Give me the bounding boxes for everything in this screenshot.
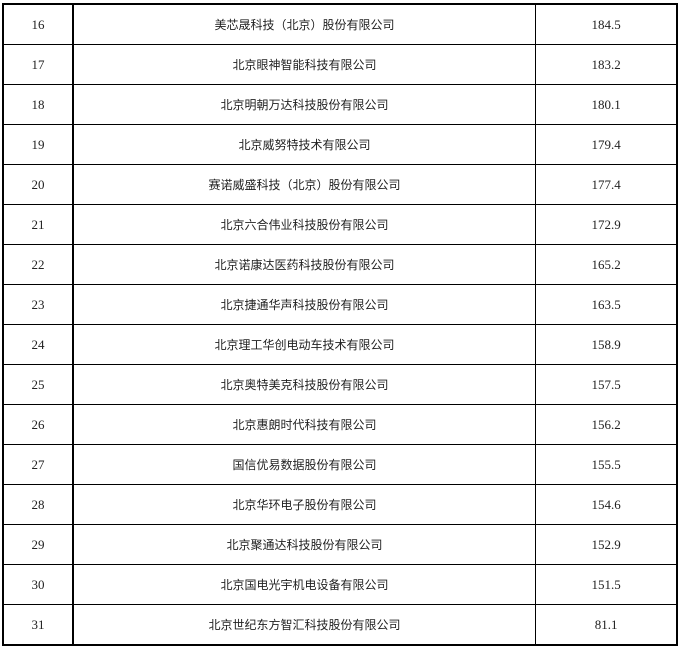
table-row: 23 北京捷通华声科技股份有限公司 163.5: [2, 284, 679, 325]
table-row: 26 北京惠朗时代科技有限公司 156.2: [2, 404, 679, 445]
value-cell: 163.5: [535, 284, 679, 325]
value-cell: 154.6: [535, 484, 679, 525]
table-body: 16 美芯晟科技（北京）股份有限公司 184.5 17 北京眼神智能科技有限公司 183.…: [2, 3, 679, 646]
company-name: 北京明朝万达科技股份有限公司: [72, 84, 537, 125]
company-name: 北京聚通达科技股份有限公司: [72, 524, 537, 565]
company-name: 国信优易数据股份有限公司: [72, 444, 537, 485]
company-name: 北京眼神智能科技有限公司: [72, 44, 537, 85]
value-cell: 179.4: [535, 124, 679, 165]
table-row: 22 北京诺康达医药科技股份有限公司 165.2: [2, 244, 679, 285]
row-number: 19: [2, 124, 74, 165]
row-number: 23: [2, 284, 74, 325]
value-cell: 177.4: [535, 164, 679, 205]
row-number: 24: [2, 324, 74, 365]
value-cell: 183.2: [535, 44, 679, 85]
row-number: 16: [2, 3, 74, 45]
company-name: 北京国电光宇机电设备有限公司: [72, 564, 537, 605]
value-cell: 156.2: [535, 404, 679, 445]
table-row: 25 北京奥特美克科技股份有限公司 157.5: [2, 364, 679, 405]
row-number: 30: [2, 564, 74, 605]
company-name: 北京威努特技术有限公司: [72, 124, 537, 165]
table-row: 27 国信优易数据股份有限公司 155.5: [2, 444, 679, 485]
row-number: 17: [2, 44, 74, 85]
value-cell: 180.1: [535, 84, 679, 125]
table-row: 30 北京国电光宇机电设备有限公司 151.5: [2, 564, 679, 605]
value-cell: 155.5: [535, 444, 679, 485]
row-number: 29: [2, 524, 74, 565]
value-cell: 184.5: [535, 3, 679, 45]
table-row: 20 赛诺威盛科技（北京）股份有限公司 177.4: [2, 164, 679, 205]
company-name: 北京六合伟业科技股份有限公司: [72, 204, 537, 245]
company-name: 北京华环电子股份有限公司: [72, 484, 537, 525]
table-row: 16 美芯晟科技（北京）股份有限公司 184.5: [2, 3, 679, 45]
company-name: 北京世纪东方智汇科技股份有限公司: [72, 604, 537, 646]
company-name: 北京惠朗时代科技有限公司: [72, 404, 537, 445]
table-row: 24 北京理工华创电动车技术有限公司 158.9: [2, 324, 679, 365]
row-number: 25: [2, 364, 74, 405]
company-name: 美芯晟科技（北京）股份有限公司: [72, 3, 537, 45]
row-number: 28: [2, 484, 74, 525]
row-number: 26: [2, 404, 74, 445]
value-cell: 157.5: [535, 364, 679, 405]
value-cell: 172.9: [535, 204, 679, 245]
value-cell: 151.5: [535, 564, 679, 605]
value-cell: 152.9: [535, 524, 679, 565]
table-row: 31 北京世纪东方智汇科技股份有限公司 81.1: [2, 604, 679, 646]
company-table: 16 美芯晟科技（北京）股份有限公司 184.5 17 北京眼神智能科技有限公司 183.…: [2, 3, 679, 646]
table-row: 19 北京威努特技术有限公司 179.4: [2, 124, 679, 165]
company-name: 北京理工华创电动车技术有限公司: [72, 324, 537, 365]
row-number: 18: [2, 84, 74, 125]
table-row: 18 北京明朝万达科技股份有限公司 180.1: [2, 84, 679, 125]
company-name: 北京捷通华声科技股份有限公司: [72, 284, 537, 325]
company-name: 北京诺康达医药科技股份有限公司: [72, 244, 537, 285]
row-number: 21: [2, 204, 74, 245]
company-name: 北京奥特美克科技股份有限公司: [72, 364, 537, 405]
table-row: 28 北京华环电子股份有限公司 154.6: [2, 484, 679, 525]
table-row: 17 北京眼神智能科技有限公司 183.2: [2, 44, 679, 85]
value-cell: 165.2: [535, 244, 679, 285]
table-row: 29 北京聚通达科技股份有限公司 152.9: [2, 524, 679, 565]
row-number: 31: [2, 604, 74, 646]
company-name: 赛诺威盛科技（北京）股份有限公司: [72, 164, 537, 205]
value-cell: 81.1: [535, 604, 679, 646]
table-row: 21 北京六合伟业科技股份有限公司 172.9: [2, 204, 679, 245]
row-number: 27: [2, 444, 74, 485]
row-number: 22: [2, 244, 74, 285]
row-number: 20: [2, 164, 74, 205]
value-cell: 158.9: [535, 324, 679, 365]
